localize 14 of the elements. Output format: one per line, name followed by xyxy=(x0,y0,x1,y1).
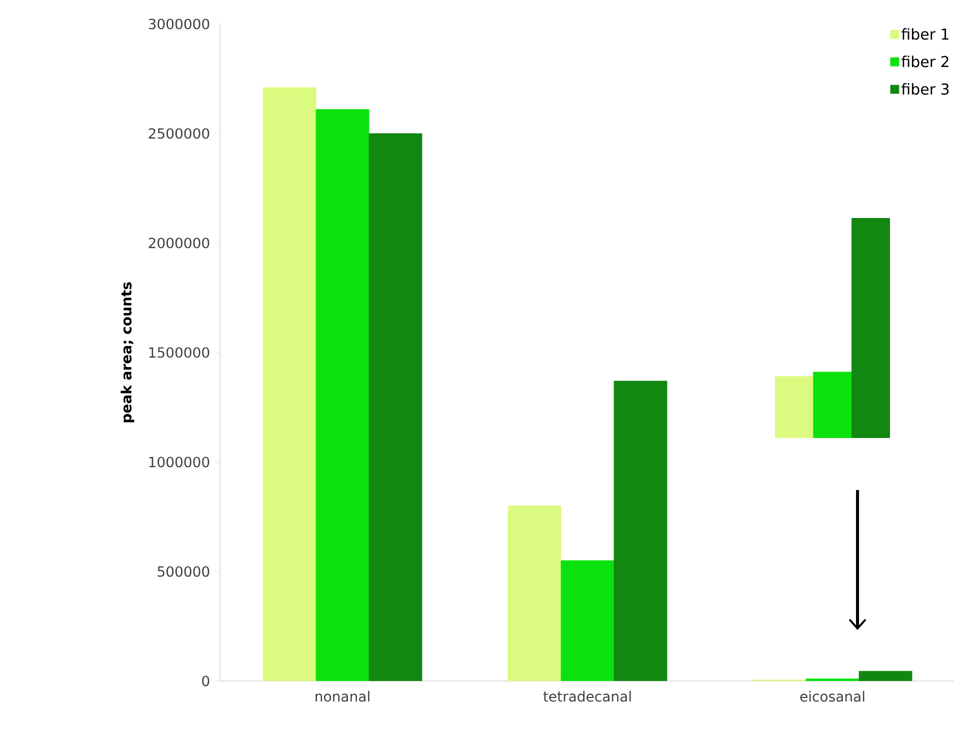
legend-label: fiber 3 xyxy=(901,83,949,95)
y-tick-label: 1500000 xyxy=(149,347,210,358)
y-tick-label: 500000 xyxy=(158,566,210,577)
y-tick-label: 2000000 xyxy=(148,238,210,248)
x-tick-label: eicosanal xyxy=(800,690,864,702)
legend-label: fiber 1 xyxy=(901,28,948,40)
legend-label: fiber 2 xyxy=(901,56,948,68)
y-tick-label: 2500000 xyxy=(148,128,210,139)
y-tick-label: 0 xyxy=(202,676,210,686)
y-axis-title: peak area; counts xyxy=(120,282,134,422)
y-tick-label: 3000000 xyxy=(148,18,210,30)
y-tick-label: 1000000 xyxy=(149,456,210,468)
x-tick-label: nonanal xyxy=(316,690,370,702)
x-tick-label: tetradecanal xyxy=(543,690,631,702)
